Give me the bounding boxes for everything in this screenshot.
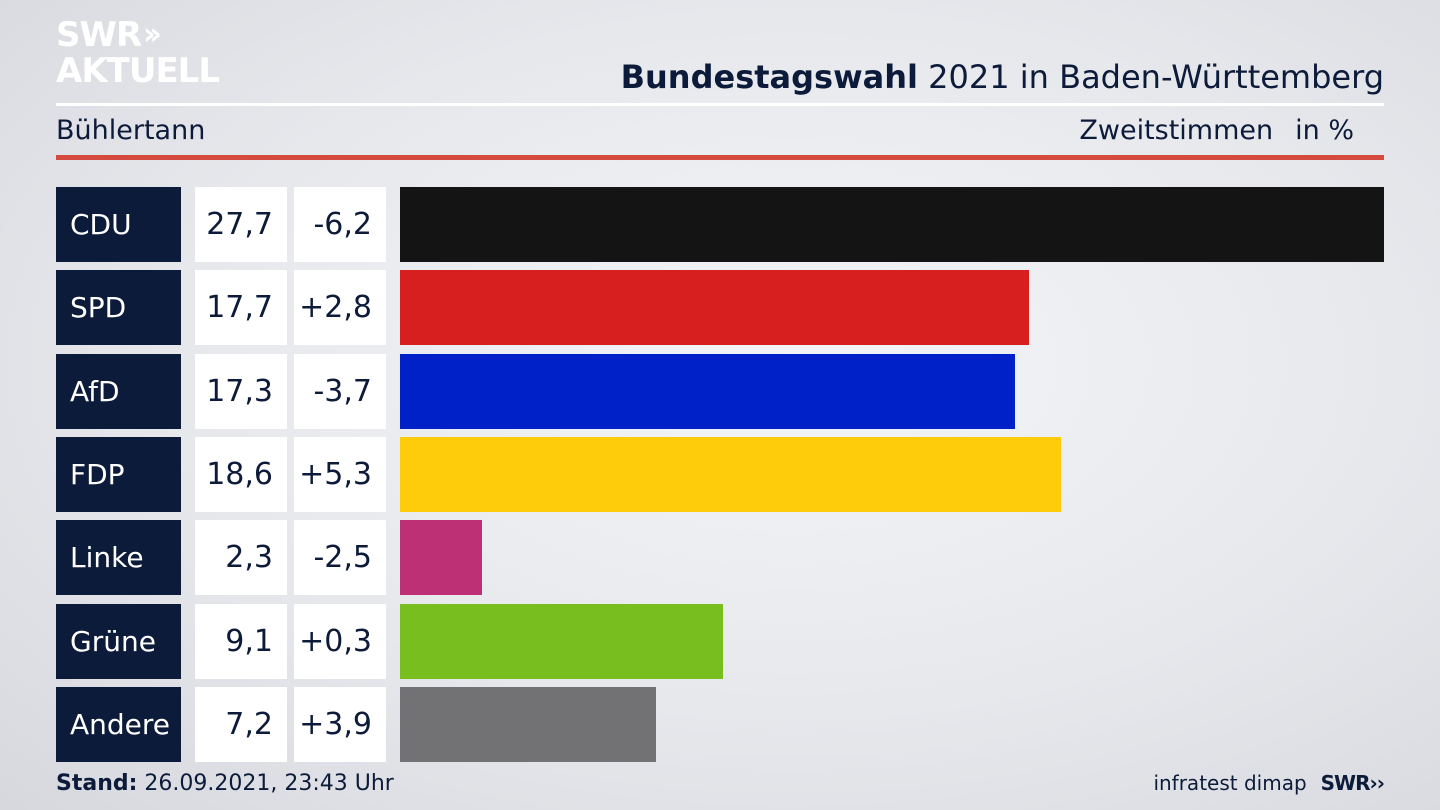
party-row: Linke 2,3 -2,5 (56, 520, 1384, 595)
party-row: Grüne 9,1 +0,3 (56, 604, 1384, 679)
share-value: 2,3 (195, 520, 287, 595)
party-label: SPD (56, 270, 181, 345)
diff-value: -2,5 (294, 520, 386, 595)
diff-value: -3,7 (294, 354, 386, 429)
bar-andere (400, 687, 656, 762)
diff-value: +5,3 (294, 437, 386, 512)
party-row: SPD 17,7 +2,8 (56, 270, 1384, 345)
party-row: CDU 27,7 -6,2 (56, 187, 1384, 262)
logo-swr-text: SWR (56, 15, 142, 55)
stand-value: 26.09.2021, 23:43 Uhr (137, 771, 394, 796)
party-row: AfD 17,3 -3,7 (56, 354, 1384, 429)
bar-fdp (400, 437, 1061, 512)
source-credit: infratest dimap SWR›› (1153, 771, 1386, 795)
measure-label: Zweitstimmen in % (1079, 115, 1354, 146)
swr-aktuell-logo: SWR ›› AKTUELL (56, 15, 220, 91)
diff-value: +3,9 (294, 687, 386, 762)
chart-title: Bundestagswahl 2021 in Baden-Württemberg (621, 58, 1384, 96)
title-rest: 2021 in Baden-Württemberg (917, 58, 1384, 96)
swr-footer-text: SWR (1320, 771, 1371, 795)
share-value: 27,7 (195, 187, 287, 262)
unit-text: in % (1295, 115, 1354, 146)
bar-grüne (400, 604, 723, 679)
party-row: Andere 7,2 +3,9 (56, 687, 1384, 762)
share-value: 17,7 (195, 270, 287, 345)
bar-linke (400, 520, 482, 595)
accent-divider (56, 155, 1384, 160)
logo-chevron-icon: ›› (143, 17, 162, 52)
party-label: Andere (56, 687, 181, 762)
share-value: 9,1 (195, 604, 287, 679)
bar-cdu (400, 187, 1384, 262)
diff-value: +0,3 (294, 604, 386, 679)
share-value: 7,2 (195, 687, 287, 762)
bar-spd (400, 270, 1029, 345)
diff-value: +2,8 (294, 270, 386, 345)
party-label: CDU (56, 187, 181, 262)
measure-text: Zweitstimmen (1079, 115, 1274, 146)
swr-footer-logo: SWR›› (1320, 771, 1386, 795)
title-bold: Bundestagswahl (620, 58, 918, 96)
diff-value: -6,2 (294, 187, 386, 262)
timestamp: Stand: 26.09.2021, 23:43 Uhr (56, 771, 394, 796)
party-label: Grüne (56, 604, 181, 679)
party-label: FDP (56, 437, 181, 512)
party-label: AfD (56, 354, 181, 429)
share-value: 17,3 (195, 354, 287, 429)
logo-aktuell-text: AKTUELL (56, 51, 220, 91)
swr-chevron-icon: ›› (1369, 771, 1386, 795)
bar-afd (400, 354, 1015, 429)
header-divider (56, 103, 1384, 106)
place-name: Bühlertann (56, 115, 206, 146)
source-text: infratest dimap (1153, 771, 1307, 795)
share-value: 18,6 (195, 437, 287, 512)
party-label: Linke (56, 520, 181, 595)
stand-label: Stand: (56, 771, 138, 796)
party-row: FDP 18,6 +5,3 (56, 437, 1384, 512)
